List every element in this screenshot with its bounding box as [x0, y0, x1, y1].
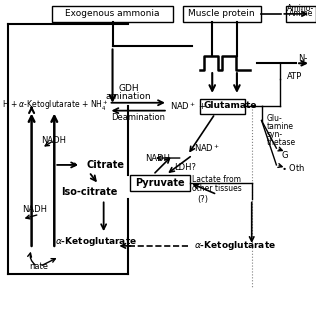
Text: LDH?: LDH?: [175, 164, 196, 172]
Bar: [183, 6, 260, 22]
Text: NADH: NADH: [42, 136, 67, 145]
Text: $\alpha$-Ketoglutarate: $\alpha$-Ketoglutarate: [194, 239, 276, 252]
Text: Iso-citrate: Iso-citrate: [61, 187, 117, 196]
Text: nate: nate: [30, 262, 49, 271]
Text: G: G: [281, 151, 288, 160]
Bar: [130, 175, 189, 191]
Text: Amino-: Amino-: [287, 4, 315, 13]
Text: NAD$^+$ +: NAD$^+$ +: [170, 100, 207, 112]
Text: Exogenous ammonia: Exogenous ammonia: [65, 9, 160, 19]
Text: Glu-: Glu-: [267, 114, 282, 123]
Text: Lactate from: Lactate from: [193, 175, 242, 184]
Text: H + $\alpha$-Ketoglutarate + NH$_4^+$: H + $\alpha$-Ketoglutarate + NH$_4^+$: [2, 99, 108, 113]
Text: N-: N-: [298, 54, 308, 63]
Text: Citrate: Citrate: [87, 160, 125, 170]
Bar: [286, 6, 316, 22]
Text: other tissues: other tissues: [193, 184, 242, 193]
Text: $\bullet$ Oth: $\bullet$ Oth: [281, 162, 306, 173]
Text: ATP: ATP: [287, 72, 302, 81]
Bar: [52, 6, 173, 22]
Text: Amine: Amine: [289, 9, 313, 19]
Text: Muscle protein: Muscle protein: [188, 9, 254, 19]
Text: GDH: GDH: [118, 84, 139, 93]
Text: $\alpha$-Ketoglutarate: $\alpha$-Ketoglutarate: [55, 236, 137, 248]
Text: NAD$^+$: NAD$^+$: [195, 142, 220, 154]
Text: Glutamate: Glutamate: [203, 101, 257, 110]
Text: Pyruvate: Pyruvate: [135, 178, 185, 188]
Text: →: →: [69, 160, 81, 170]
Text: thetase: thetase: [267, 138, 296, 147]
Text: amination: amination: [106, 92, 151, 101]
Text: tamine: tamine: [267, 122, 293, 131]
Text: (?): (?): [197, 195, 208, 204]
Text: Deamination: Deamination: [111, 113, 165, 122]
Bar: [200, 99, 245, 114]
Text: syn-: syn-: [267, 130, 283, 139]
Text: NADH: NADH: [145, 154, 170, 163]
Text: NADH: NADH: [22, 205, 47, 214]
